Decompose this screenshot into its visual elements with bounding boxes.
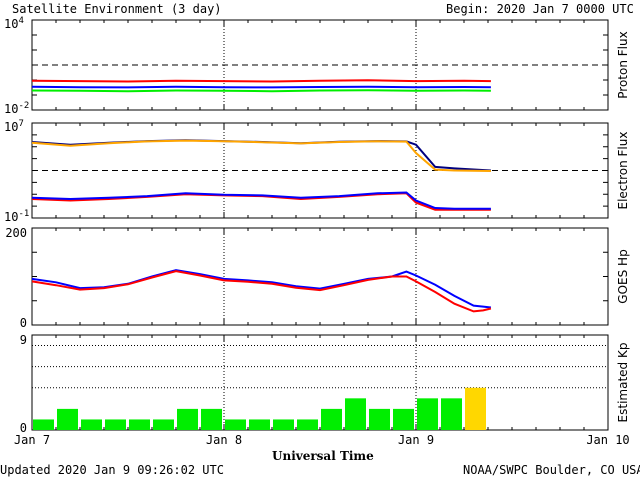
kp-bar bbox=[273, 419, 294, 430]
kp-bar bbox=[33, 419, 54, 430]
credit: NOAA/SWPC Boulder, CO USA bbox=[463, 463, 640, 477]
y-axis-label: Electron Flux bbox=[616, 132, 630, 210]
y-axis-label: Proton Flux bbox=[616, 31, 630, 98]
chart-title: Satellite Environment (3 day) bbox=[12, 2, 222, 16]
panel-frame bbox=[31, 19, 609, 111]
panel-hp bbox=[31, 227, 609, 326]
x-tick-label: Jan 7 bbox=[14, 433, 50, 447]
series-line-red bbox=[31, 270, 492, 313]
y-axis-label: GOES Hp bbox=[616, 249, 630, 303]
series-line-blue bbox=[31, 191, 491, 210]
kp-bar bbox=[177, 408, 198, 430]
kp-bar bbox=[345, 398, 366, 430]
updated-time: Updated 2020 Jan 9 09:26:02 UTC bbox=[0, 463, 224, 477]
kp-bar bbox=[249, 419, 270, 430]
y-tick-label-exponent: 7 bbox=[18, 119, 23, 129]
y-tick-label: 200 bbox=[5, 226, 27, 240]
panel-proton: 104 10-2 bbox=[4, 16, 609, 116]
kp-bar bbox=[153, 419, 174, 430]
kp-bar bbox=[225, 419, 246, 430]
series-line-red bbox=[31, 192, 491, 211]
kp-bar bbox=[321, 408, 342, 430]
x-tick-label: Jan 9 bbox=[398, 433, 434, 447]
series-line-navy bbox=[31, 139, 491, 172]
y-tick-label: 0 bbox=[20, 316, 27, 330]
y-axis-label: Estimated Kp bbox=[616, 343, 630, 423]
y-tick-label-exponent: -2 bbox=[18, 101, 29, 111]
panel-kp bbox=[31, 334, 609, 431]
kp-bar bbox=[393, 408, 414, 430]
y-tick-label: 10-1 bbox=[4, 209, 29, 224]
y-tick-label-exponent: -1 bbox=[18, 209, 29, 219]
kp-bar bbox=[201, 408, 222, 430]
kp-bar bbox=[129, 419, 150, 430]
x-tick-label: Jan 8 bbox=[206, 433, 242, 447]
y-tick-label: 107 bbox=[4, 119, 24, 134]
panel-frame bbox=[31, 334, 609, 431]
y-tick-label: 10-2 bbox=[4, 101, 29, 116]
y-tick-label-exponent: 4 bbox=[18, 16, 23, 26]
kp-bar bbox=[57, 408, 78, 430]
series-line-blue bbox=[31, 85, 491, 89]
kp-bar bbox=[81, 419, 102, 430]
series-line-orange bbox=[31, 139, 491, 172]
y-tick-label: 104 bbox=[4, 16, 24, 31]
x-axis-label: Universal Time bbox=[272, 449, 374, 463]
kp-bar bbox=[465, 387, 486, 430]
panel-electron: 107 10-1 bbox=[4, 119, 609, 224]
x-tick-label: Jan 10 bbox=[586, 433, 629, 447]
y-tick-label: 0 bbox=[20, 421, 27, 435]
y-tick-label: 9 bbox=[20, 333, 27, 347]
kp-bar bbox=[369, 408, 390, 430]
kp-bar bbox=[417, 398, 438, 430]
panel-frame bbox=[31, 122, 609, 219]
series-line-red bbox=[31, 79, 491, 83]
begin-time: Begin: 2020 Jan 7 0000 UTC bbox=[446, 2, 634, 16]
kp-bar bbox=[297, 419, 318, 430]
kp-bar bbox=[105, 419, 126, 430]
kp-bar bbox=[441, 398, 462, 430]
panel-frame bbox=[31, 227, 609, 326]
series-line-green bbox=[31, 89, 491, 93]
